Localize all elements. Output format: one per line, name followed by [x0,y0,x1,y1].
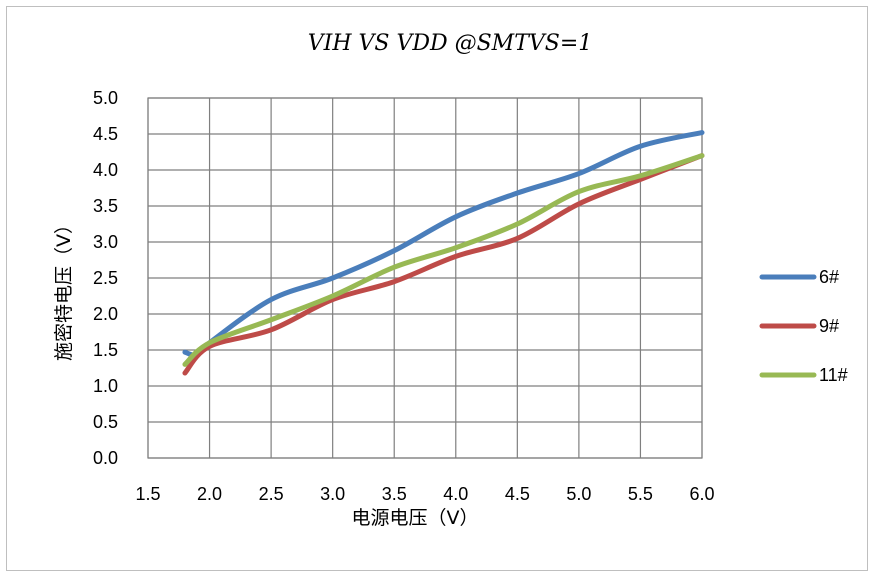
x-tick-label: 5.5 [628,484,653,504]
x-tick-label: 6.0 [689,484,714,504]
x-tick-label: 3.0 [320,484,345,504]
legend-label-6: 6# [819,267,839,287]
x-tick-label: 5.0 [566,484,591,504]
legend-label-9: 9# [819,316,839,336]
series-lines [182,130,705,376]
y-tick-label: 4.5 [93,124,118,144]
y-tick-label: 2.5 [93,268,118,288]
x-tick-label: 2.0 [197,484,222,504]
y-tick-label: 1.0 [93,376,118,396]
legend-label-11: 11# [819,365,848,385]
y-tick-label: 3.0 [93,232,118,252]
y-tick-label: 1.5 [93,340,118,360]
plot-area [147,97,703,459]
series-line-11 [182,153,705,367]
x-tick-label: 4.5 [505,484,530,504]
y-tick-label: 3.5 [93,196,118,216]
y-axis-label: 施密特电压（V） [53,215,75,361]
legend: 6# 9# 11# [759,267,848,385]
y-tick-label: 4.0 [93,160,118,180]
x-tick-label: 2.5 [259,484,284,504]
grid-lines [147,97,703,459]
x-axis-ticks: 1.5 2.0 2.5 3.0 3.5 4.0 4.5 5.0 5.5 6.0 [135,484,714,504]
x-tick-label: 3.5 [382,484,407,504]
x-tick-label: 1.5 [135,484,160,504]
y-tick-label: 0.0 [93,448,118,468]
chart-title: VIH VS VDD @SMTVS=1 [308,31,593,56]
series-line-9 [182,153,705,376]
x-tick-label: 4.0 [443,484,468,504]
y-tick-label: 0.5 [93,412,118,432]
y-axis-ticks: 0.0 0.5 1.0 1.5 2.0 2.5 3.0 3.5 4.0 4.5 5.0 [93,88,118,468]
x-axis-label: 电源电压（V） [352,507,479,529]
y-tick-label: 2.0 [93,304,118,324]
chart-area [6,6,868,571]
y-tick-label: 5.0 [93,88,118,108]
